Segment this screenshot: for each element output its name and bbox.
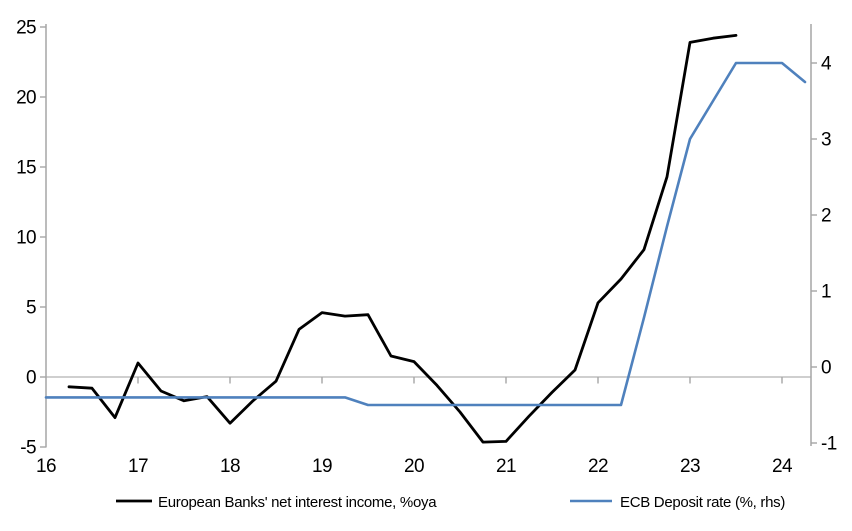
x-axis-label: 21	[496, 456, 516, 477]
left-axis-label: -5	[20, 438, 36, 459]
left-axis-label: 20	[16, 88, 36, 109]
left-axis-label: 25	[16, 18, 36, 39]
x-axis-label: 16	[36, 456, 56, 477]
right-axis-label: -1	[821, 434, 837, 455]
right-axis-label: 1	[821, 282, 831, 303]
x-axis-label: 22	[588, 456, 608, 477]
legend-label-ecb-deposit-rate: ECB Deposit rate (%, rhs)	[620, 494, 785, 511]
legend: European Banks' net interest income, %oy…	[116, 494, 786, 511]
legend-label-net-interest-income: European Banks' net interest income, %oy…	[158, 494, 437, 511]
x-axis-label: 23	[680, 456, 700, 477]
x-axis-label: 17	[128, 456, 148, 477]
x-axis-label: 19	[312, 456, 332, 477]
left-axis-label: 5	[26, 298, 36, 319]
series-line-net-interest-income	[67, 34, 738, 444]
left-axis-label: 0	[26, 368, 36, 389]
series-line-ecb-deposit-rate	[44, 61, 807, 407]
right-axis-label: 0	[821, 358, 831, 379]
right-axis-label: 2	[821, 206, 831, 227]
right-axis-label: 4	[821, 54, 832, 75]
x-axis-label: 20	[404, 456, 424, 477]
right-axis-label: 3	[821, 130, 831, 151]
left-axis-label: 10	[16, 228, 36, 249]
x-axis-label: 18	[220, 456, 240, 477]
left-axis-label: 15	[16, 158, 36, 179]
x-axis-label: 24	[772, 456, 793, 477]
series-layer	[44, 34, 807, 444]
